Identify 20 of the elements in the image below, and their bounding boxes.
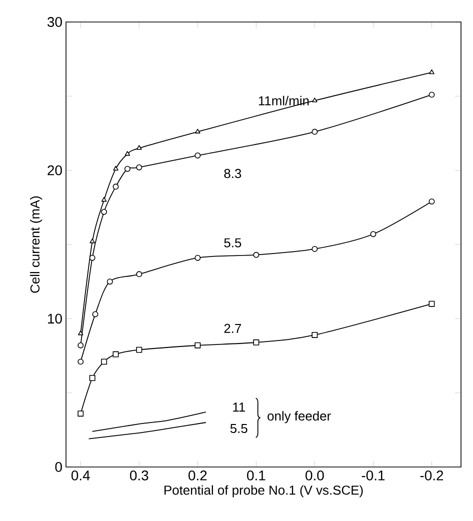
y-tick-label: 0 <box>55 462 62 472</box>
y-tick-label: 20 <box>48 165 62 176</box>
series-label: 11ml/min <box>258 96 309 106</box>
series-label: 5.5 <box>230 424 248 434</box>
x-tick-label: -0.2 <box>420 470 444 480</box>
y-axis-title: Cell current (mA) <box>30 196 42 293</box>
series-label: 8.3 <box>224 168 242 178</box>
y-tick-label: 30 <box>47 17 62 27</box>
x-tick-label: 0.0 <box>306 470 324 480</box>
x-tick-label: 0.3 <box>130 470 148 480</box>
text: 11 <box>233 402 245 412</box>
x-tick-label: 0.4 <box>71 470 90 480</box>
series-label: 5.5 <box>224 238 242 248</box>
series-label: 2.7 <box>224 324 242 333</box>
x-tick-label: -0.1 <box>362 470 385 480</box>
x-axis-title: Potential of probe No.1 (V vs.SCE) <box>164 485 363 498</box>
x-tick-label: 0.1 <box>247 470 266 480</box>
annotation: only feeder <box>268 411 331 424</box>
y-tick-label: 10 <box>48 314 62 324</box>
x-tick-label: 0.2 <box>188 470 207 480</box>
